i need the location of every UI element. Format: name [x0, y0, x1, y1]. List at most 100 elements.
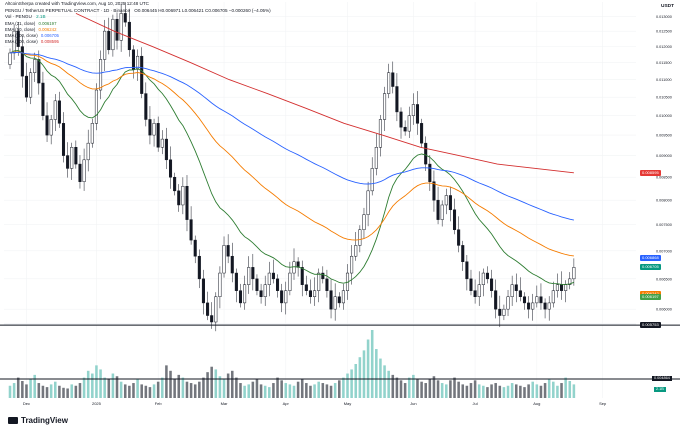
candle-body: [300, 267, 304, 285]
candle-body: [181, 185, 185, 206]
volume-bar: [346, 373, 349, 398]
candle: [424, 136, 428, 171]
volume-bar: [107, 378, 111, 398]
candle-body: [94, 89, 98, 124]
candle-body: [267, 272, 271, 285]
candle: [37, 50, 41, 95]
price-axis[interactable]: 0.006000 0.006500 0.007000 0.007500 0.008000…: [656, 15, 672, 312]
candle: [514, 273, 518, 303]
candle: [284, 281, 288, 315]
candle: [354, 232, 358, 261]
volume-bar: [519, 385, 522, 398]
candle-body: [358, 229, 362, 246]
candle: [465, 254, 469, 291]
candle: [168, 146, 173, 189]
candle-body: [111, 18, 115, 51]
y-tick-label: 0.011000: [656, 78, 672, 82]
candle-body: [226, 245, 230, 257]
candle-body: [24, 75, 28, 98]
candle: [535, 285, 539, 308]
volume-bar: [189, 383, 193, 398]
candle-body: [415, 104, 420, 124]
candle-body: [498, 308, 502, 316]
candle-body: [57, 100, 61, 124]
volume-bar: [49, 384, 53, 398]
legend-ema-21[interactable]: EMA (21, close) 0.006197: [5, 21, 57, 26]
legend-ema-50[interactable]: EMA (50, close) 0.006242: [5, 27, 57, 32]
volume-bar: [399, 380, 403, 398]
tradingview-logo: TradingView: [8, 416, 68, 425]
candle-body: [399, 111, 403, 128]
candle: [440, 200, 444, 227]
candle-body: [82, 159, 86, 182]
time-axis[interactable]: Dec 2025 Feb Mar Apr May Jun Jul Aug Sep: [23, 401, 607, 406]
volume-bar: [424, 383, 427, 398]
volume-bar: [449, 380, 452, 398]
volume-bar: [226, 373, 230, 398]
legend-ema-100[interactable]: EMA (100, close) 0.006705: [5, 33, 60, 38]
candle-body: [119, 13, 123, 41]
volume-bar: [321, 383, 325, 398]
volume-bar: [510, 383, 514, 398]
volume-bar: [292, 385, 296, 398]
candle-body: [53, 100, 57, 120]
volume-bar: [317, 381, 320, 398]
volume-bar: [432, 376, 436, 398]
volume-bar: [494, 383, 497, 398]
candle: [313, 277, 317, 306]
candle: [383, 86, 387, 132]
candle: [370, 157, 374, 196]
volume-bar: [62, 387, 65, 398]
candle-body: [568, 278, 572, 285]
volume-bar: [251, 381, 255, 398]
candle-body: [378, 119, 382, 148]
candle: [201, 269, 205, 315]
candle-body: [230, 255, 234, 274]
candle: [53, 94, 57, 132]
candle: [193, 235, 197, 264]
candle: [415, 91, 420, 135]
candle: [107, 17, 111, 55]
candle-body: [448, 195, 452, 211]
volume-bar: [91, 373, 94, 398]
candle-body: [494, 290, 498, 310]
candle-body: [218, 272, 222, 297]
candle-body: [313, 290, 317, 297]
x-tick-label: 2025: [92, 401, 102, 406]
y-tick-label: 0.006000: [656, 308, 672, 312]
ohlc-values: O0.006445 H0.006971 L0.006421 C0.006705 …: [134, 8, 271, 13]
y-tick-label: 0.012000: [656, 45, 672, 49]
symbol-title: PENGU / TetherUS PERPETUAL CONTRACT · 1D…: [5, 8, 131, 13]
candle-body: [99, 59, 103, 91]
candle-body: [214, 296, 218, 323]
volume-bar: [259, 384, 263, 398]
candle: [90, 118, 94, 148]
x-tick-label: Apr: [283, 401, 290, 406]
candle-body: [560, 284, 564, 291]
volume-bar: [350, 369, 353, 398]
candle-body: [325, 278, 329, 291]
volume-bar: [445, 384, 448, 398]
candle: [78, 155, 82, 189]
candle: [197, 249, 201, 289]
volume-bar: [296, 381, 300, 398]
candle: [41, 71, 45, 121]
candle-body: [263, 284, 267, 297]
candle-body: [362, 214, 366, 230]
candle-body: [555, 284, 559, 291]
candle-body: [8, 52, 12, 65]
candle-body: [201, 278, 205, 304]
candle: [234, 268, 238, 303]
volume-bar: [111, 373, 115, 398]
volume-bar: [403, 383, 407, 398]
legend-ema-200[interactable]: EMA (200, close) 0.008595: [5, 39, 60, 44]
volume-bar: [535, 384, 539, 398]
candle-body: [551, 290, 555, 304]
candle-body: [90, 123, 94, 144]
candle-body: [527, 302, 531, 310]
candle-body: [78, 163, 82, 182]
legend-value: 0.006242: [38, 27, 57, 32]
volume-bar: [202, 377, 205, 398]
price-badge: 0.005753: [640, 322, 661, 329]
